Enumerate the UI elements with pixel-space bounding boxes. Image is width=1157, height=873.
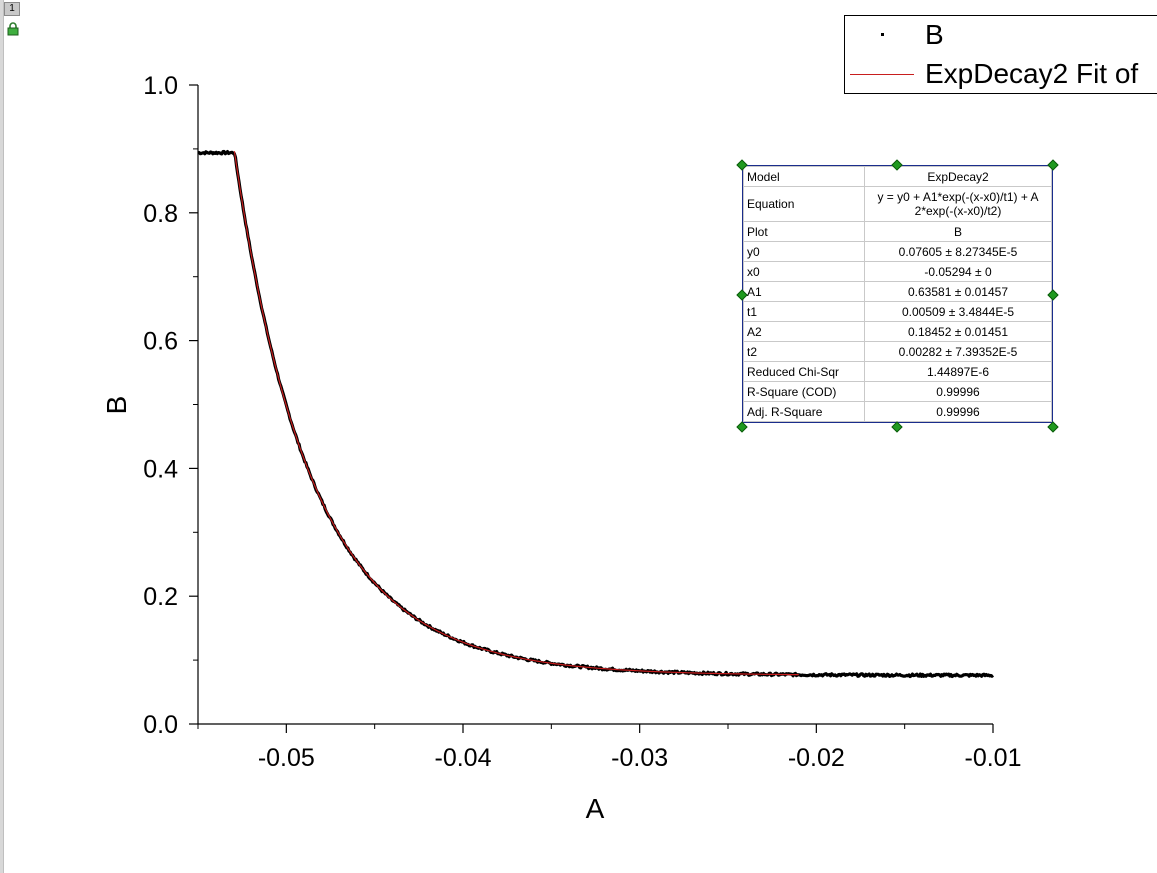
table-value: 0.07605 ± 8.27345E-5 xyxy=(864,241,1052,262)
x-axis-label: A xyxy=(586,793,605,824)
table-key: A1 xyxy=(743,281,865,302)
table-key: R-Square (COD) xyxy=(743,381,865,402)
equation-line-2: 2*exp(-(x-x0)/t2) xyxy=(914,204,1002,218)
table-value: 0.99996 xyxy=(864,381,1052,402)
table-key: Model xyxy=(743,166,865,187)
table-key: y0 xyxy=(743,241,865,262)
table-value: 0.00509 ± 3.4844E-5 xyxy=(864,301,1052,322)
layer-tab[interactable]: 1 xyxy=(0,0,22,38)
table-value: -0.05294 ± 0 xyxy=(864,261,1052,282)
legend-dot-symbol xyxy=(881,33,884,36)
y-tick-label: 0.8 xyxy=(143,200,178,228)
table-key: Reduced Chi-Sqr xyxy=(743,361,865,382)
legend-label: B xyxy=(925,19,944,50)
x-tick-label: -0.04 xyxy=(435,744,492,772)
table-value: 0.63581 ± 0.01457 xyxy=(864,281,1052,302)
table-value: y = y0 + A1*exp(-(x-x0)/t1) + A 2*exp(-(x… xyxy=(864,186,1052,222)
x-tick-label: -0.01 xyxy=(965,744,1022,772)
table-key: Adj. R-Square xyxy=(743,401,865,422)
x-tick-label: -0.02 xyxy=(788,744,845,772)
window-left-edge xyxy=(0,0,4,873)
table-key: A2 xyxy=(743,321,865,342)
x-tick-label: -0.03 xyxy=(611,744,668,772)
fit-results-table[interactable]: Model ExpDecay2 Equation y = y0 + A1*exp(-… xyxy=(742,165,1053,423)
table-value: 0.99996 xyxy=(864,401,1052,422)
equation-line-1: y = y0 + A1*exp(-(x-x0)/t1) + A xyxy=(877,190,1039,204)
y-tick-label: 0.6 xyxy=(143,328,178,356)
legend-item-fit: ExpDecay2 Fit of xyxy=(845,57,1157,91)
table-key: t1 xyxy=(743,301,865,322)
fit-series-line xyxy=(233,151,799,676)
y-axis-label: B xyxy=(101,396,132,415)
table-value: 1.44897E-6 xyxy=(864,361,1052,382)
legend-item-b: B xyxy=(845,18,1157,52)
y-tick-label: 0.4 xyxy=(143,455,178,483)
table-value: 0.00282 ± 7.39352E-5 xyxy=(864,341,1052,362)
legend-label: ExpDecay2 Fit of xyxy=(925,58,1139,89)
table-key: Plot xyxy=(743,221,865,242)
axes: 0.0 0.2 0.4 0.6 0.8 1.0 -0.05 -0.04 -0.03 -0.02 -0… xyxy=(143,72,1021,772)
table-value: B xyxy=(864,221,1052,242)
y-tick-label: 0.2 xyxy=(143,583,178,611)
fit-series xyxy=(233,151,799,676)
legend[interactable]: B ExpDecay2 Fit of xyxy=(844,15,1157,94)
x-tick-label: -0.05 xyxy=(258,744,315,772)
legend-line-symbol xyxy=(850,74,914,75)
table-value: ExpDecay2 xyxy=(864,166,1052,187)
table-value: 0.18452 ± 0.01451 xyxy=(864,321,1052,342)
table-key: Equation xyxy=(743,186,865,222)
y-tick-label: 1.0 xyxy=(143,72,178,100)
table-key: x0 xyxy=(743,261,865,282)
y-tick-label: 0.0 xyxy=(143,711,178,739)
table-key: t2 xyxy=(743,341,865,362)
lock-icon xyxy=(7,22,19,36)
layer-number[interactable]: 1 xyxy=(4,2,20,16)
